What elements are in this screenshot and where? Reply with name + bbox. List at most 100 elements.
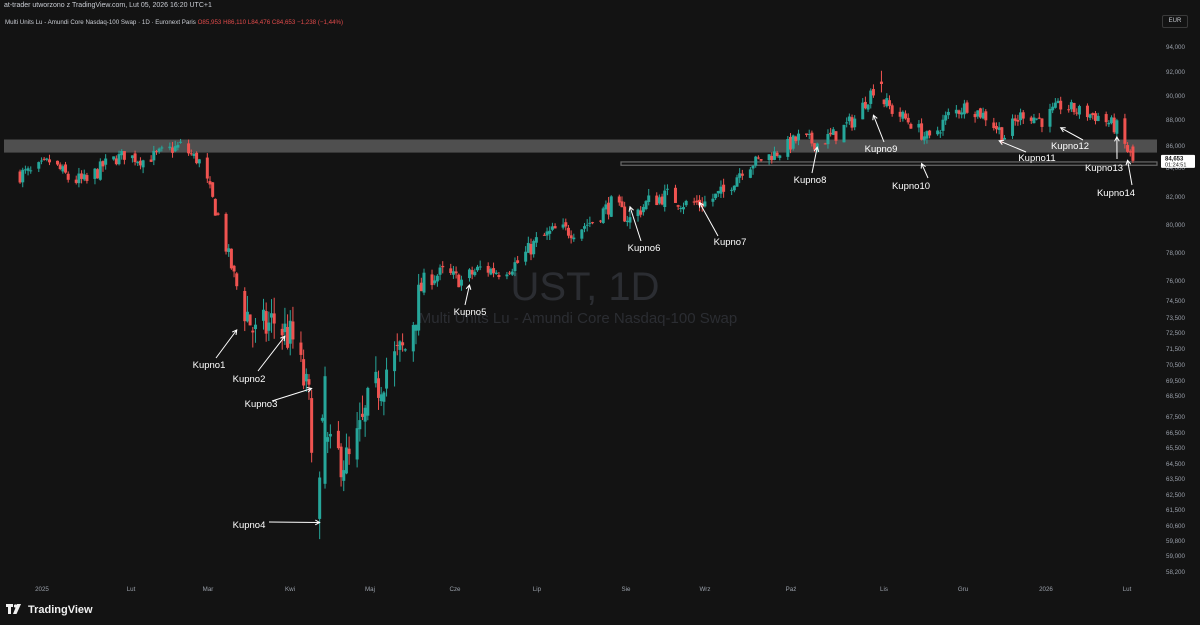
candle-body	[374, 371, 378, 384]
price-tick-label: 63,500	[1166, 476, 1185, 483]
candle-body	[435, 275, 439, 282]
candle-body	[681, 207, 685, 210]
candle-body	[441, 265, 445, 268]
candle-body	[526, 242, 530, 253]
candle-body	[732, 185, 736, 191]
price-tick-label: 64,500	[1166, 461, 1185, 468]
candle-body	[326, 437, 330, 442]
annotation-arrow	[921, 163, 929, 179]
candle-body	[588, 222, 592, 224]
open-value: O85,953	[197, 19, 222, 26]
candle-body	[695, 200, 699, 203]
candle-body	[77, 173, 81, 184]
candle-body	[304, 373, 308, 382]
candle-body	[141, 160, 145, 168]
candle-body	[505, 274, 509, 277]
tradingview-logo[interactable]: TradingView	[6, 604, 93, 616]
annotation-label: Kupno12	[1051, 141, 1089, 152]
candle-body	[1075, 112, 1079, 114]
candle-body	[759, 159, 763, 161]
candle-body	[510, 271, 514, 275]
candle-body	[957, 110, 961, 114]
annotation-arrowhead	[998, 139, 1005, 146]
time-tick-label: Lut	[1123, 586, 1132, 593]
candle-body	[904, 113, 908, 119]
candle-body	[355, 428, 359, 460]
candle-body	[973, 114, 977, 118]
watermark-title: UST, 1D	[511, 265, 660, 309]
candle-body	[114, 158, 118, 165]
price-tick-label: 84,000	[1166, 165, 1185, 172]
support-zone	[4, 139, 1157, 153]
annotation-label: Kupno9	[865, 144, 898, 155]
candle-body	[657, 197, 661, 204]
price-tick-label: 76,000	[1166, 278, 1185, 285]
candle-body	[451, 271, 455, 275]
candle-body	[869, 90, 873, 104]
annotation-arrow	[1060, 127, 1084, 141]
candle-body	[494, 272, 498, 274]
footer-bar	[0, 601, 1200, 625]
high-value: H86,110	[223, 19, 247, 26]
candle-body	[1085, 105, 1089, 118]
annotation-arrowhead	[231, 329, 238, 336]
candle-body	[810, 132, 814, 144]
candle-body	[609, 196, 613, 217]
candles-group	[18, 70, 1135, 540]
candle-body	[58, 164, 62, 170]
candle-body	[842, 124, 846, 143]
candle-body	[160, 147, 164, 149]
candle-body	[890, 105, 894, 114]
annotation-arrow	[629, 206, 642, 242]
candle-body	[636, 209, 640, 217]
price-tick-label: 59,000	[1166, 553, 1185, 560]
candle-body	[722, 184, 726, 192]
candle-body	[1056, 100, 1060, 104]
support-zone	[620, 161, 1158, 166]
candle-body	[730, 189, 734, 191]
candle-body	[813, 143, 817, 150]
time-tick-label: Lut	[127, 586, 136, 593]
candle-body	[944, 115, 948, 121]
candle-body	[1003, 137, 1007, 140]
price-tick-label: 74,500	[1166, 298, 1185, 305]
annotation-arrow	[1127, 160, 1133, 186]
candle-body	[1115, 120, 1119, 134]
candle-body	[417, 284, 421, 331]
candle-body	[1053, 102, 1057, 108]
candle-body	[419, 282, 423, 292]
candle-body	[751, 165, 755, 169]
time-tick-label: Paź	[786, 586, 797, 593]
candle-body	[716, 191, 720, 194]
candle-body	[328, 433, 332, 437]
candle-body	[82, 174, 86, 180]
candle-body	[358, 420, 362, 430]
candle-body	[1037, 117, 1041, 119]
candle-body	[738, 173, 742, 178]
candle-body	[714, 193, 718, 199]
candle-body	[925, 131, 929, 139]
candle-body	[299, 342, 303, 355]
time-tick-label: Wrz	[700, 586, 711, 593]
candle-body	[489, 268, 493, 275]
candle-body	[928, 130, 932, 136]
candle-body	[994, 126, 998, 130]
candle-body	[938, 132, 942, 134]
price-tick-label: 94,000	[1166, 44, 1185, 51]
candle-body	[1013, 118, 1017, 121]
last-price-value: 84,653	[1165, 156, 1184, 162]
candle-body	[756, 157, 760, 159]
candle-body	[176, 144, 180, 148]
candle-body	[1072, 102, 1076, 113]
candle-body	[248, 314, 252, 326]
candle-body	[748, 169, 752, 178]
candle-body	[253, 324, 257, 330]
candle-body	[703, 201, 707, 207]
candle-body	[663, 190, 667, 207]
candle-body	[245, 311, 249, 322]
symbol-title: Multi Units Lu - Amundi Core Nasdaq-100 …	[5, 19, 196, 26]
candle-body	[98, 161, 102, 180]
candle-body	[532, 241, 536, 255]
currency-button[interactable]: EUR	[1162, 15, 1188, 28]
